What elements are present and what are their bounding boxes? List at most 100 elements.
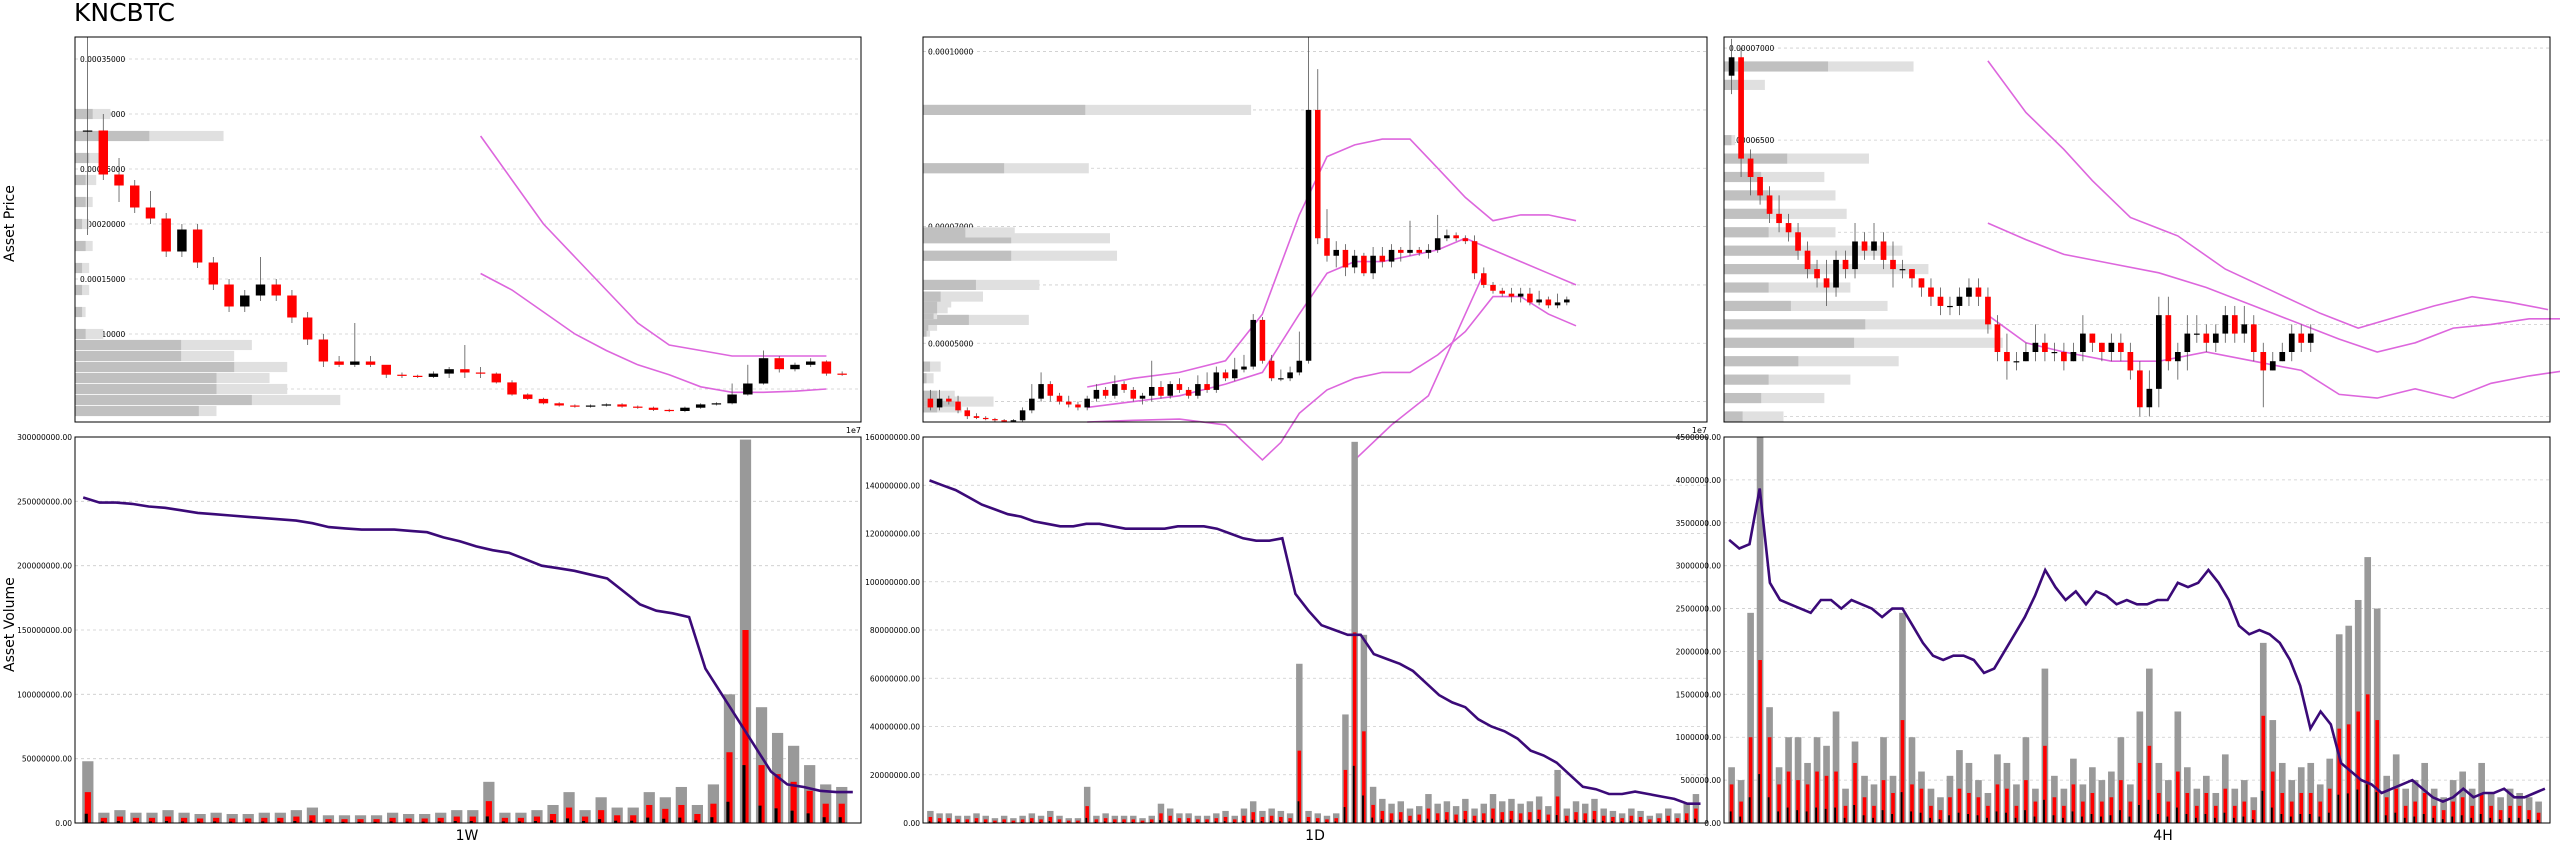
volume-tick-label: 4000000.00 <box>1676 476 1722 485</box>
candle-body <box>538 398 549 404</box>
volume-base-bar <box>100 821 104 823</box>
volume-buy-bar <box>389 817 396 823</box>
volume-buy-bar <box>2033 801 2038 823</box>
volume-buy-bar <box>1352 632 1357 823</box>
candle-body <box>428 373 439 377</box>
volume-buy-bar <box>2242 801 2247 823</box>
candle-body <box>2174 352 2181 362</box>
volume-profile-bar <box>75 218 90 230</box>
price-axes-frame <box>922 36 1708 423</box>
candle-body <box>1462 238 1469 242</box>
volume-buy-bar <box>2527 810 2531 823</box>
volume-profile-buy-bar <box>75 152 90 164</box>
volume-profile-buy-bar <box>1724 227 1769 238</box>
volume-base-bar <box>261 821 265 823</box>
volume-profile-buy-bar <box>1724 190 1769 201</box>
volume-buy-bar <box>1509 810 1514 823</box>
candle-body <box>774 358 784 370</box>
candle-body <box>334 361 344 365</box>
candle-body <box>946 398 952 402</box>
volume-base-bar <box>965 821 968 823</box>
volume-buy-bar <box>148 817 156 823</box>
volume-buy-bar <box>2185 792 2190 823</box>
volume-profile-buy-bar <box>1724 411 1743 422</box>
volume-profile-buy-bar <box>923 227 966 238</box>
volume-base-bar <box>421 821 425 823</box>
candle-body <box>1407 249 1413 253</box>
volume-buy-bar <box>758 765 765 823</box>
volume-buy-bar <box>1739 801 1743 823</box>
volume-base-bar <box>614 820 618 823</box>
candle-body <box>1241 366 1247 370</box>
volume-buy-bar <box>2356 711 2361 823</box>
volume-base-bar <box>1269 820 1272 823</box>
candle-body <box>601 404 612 406</box>
candle-body <box>1490 284 1496 291</box>
volume-base-bar <box>1325 821 1327 823</box>
volume-buy-bar <box>2280 792 2285 823</box>
volume-base-bar <box>1938 819 1941 823</box>
volume-base-bar <box>1399 819 1401 823</box>
volume-buy-bar <box>2109 797 2114 823</box>
volume-buy-bar <box>1288 818 1292 823</box>
volume-buy-bar <box>2204 792 2209 823</box>
volume-bar <box>1083 786 1091 823</box>
price-axis-label: Asset Price <box>2 185 18 262</box>
volume-buy-bar <box>373 819 380 823</box>
price-axes-frame <box>74 36 862 423</box>
candle-body <box>2004 352 2010 362</box>
volume-buy-bar <box>533 816 541 823</box>
volume-buy-bar <box>2460 797 2465 823</box>
candle-body <box>2108 342 2115 352</box>
volume-profile-bar <box>1724 153 1869 164</box>
volume-base-bar <box>1967 813 1969 823</box>
candle-body <box>2089 333 2096 343</box>
candle-body <box>271 284 281 296</box>
candle-body <box>287 295 297 318</box>
volume-profile-buy-bar <box>75 218 83 230</box>
price-tick-label: 0.00007000 <box>928 223 974 232</box>
volume-base-bar <box>517 821 521 823</box>
volume-buy-bar <box>1843 805 1848 823</box>
band-upper <box>479 135 827 357</box>
volume-base-bar <box>947 821 949 823</box>
volume-base-bar <box>1891 813 1893 823</box>
volume-base-bar <box>2318 816 2321 823</box>
volume-profile-bar <box>1724 79 1765 90</box>
volume-buy-bar <box>1796 780 1800 823</box>
volume-base-bar <box>2166 816 2169 823</box>
candle-body <box>130 185 140 208</box>
volume-base-bar <box>1426 818 1429 823</box>
volume-profile-bar <box>1724 208 1847 219</box>
volume-buy-bar <box>213 817 220 823</box>
volume-base-bar <box>1815 807 1818 823</box>
candle-body <box>1139 395 1146 399</box>
volume-base-bar <box>1767 797 1770 823</box>
volume-buy-bar <box>1103 818 1108 823</box>
volume-base-bar <box>1159 820 1161 823</box>
volume-buy-bar <box>2318 801 2323 823</box>
volume-exponent-label: 1e7 <box>846 426 861 435</box>
volume-base-bar <box>213 821 217 823</box>
volume-buy-bar <box>1362 731 1366 823</box>
volume-buy-bar <box>1251 812 1255 823</box>
volume-buy-bar <box>1076 820 1080 823</box>
volume-buy-bar <box>197 818 204 823</box>
volume-buy-bar <box>2119 780 2123 823</box>
volume-base-bar <box>2062 817 2064 823</box>
candle-body <box>1065 401 1072 405</box>
volume-tick-label: 60000000.00 <box>870 674 920 683</box>
candle-body <box>2023 352 2029 362</box>
candle-body <box>1804 250 1811 270</box>
candle-body <box>982 417 989 420</box>
volume-base-bar <box>1843 817 1846 823</box>
candle-body <box>1508 293 1515 297</box>
candle-body <box>648 407 659 410</box>
volume-buy-bar <box>2508 805 2512 823</box>
volume-buy-bar <box>469 816 476 823</box>
timeframe-label-1w: 1W <box>455 828 479 844</box>
volume-base-bar <box>1371 817 1374 823</box>
volume-profile-bar <box>923 361 941 372</box>
band-middle <box>1087 237 1577 409</box>
volume-tick-label: 150000000.00 <box>17 626 72 635</box>
